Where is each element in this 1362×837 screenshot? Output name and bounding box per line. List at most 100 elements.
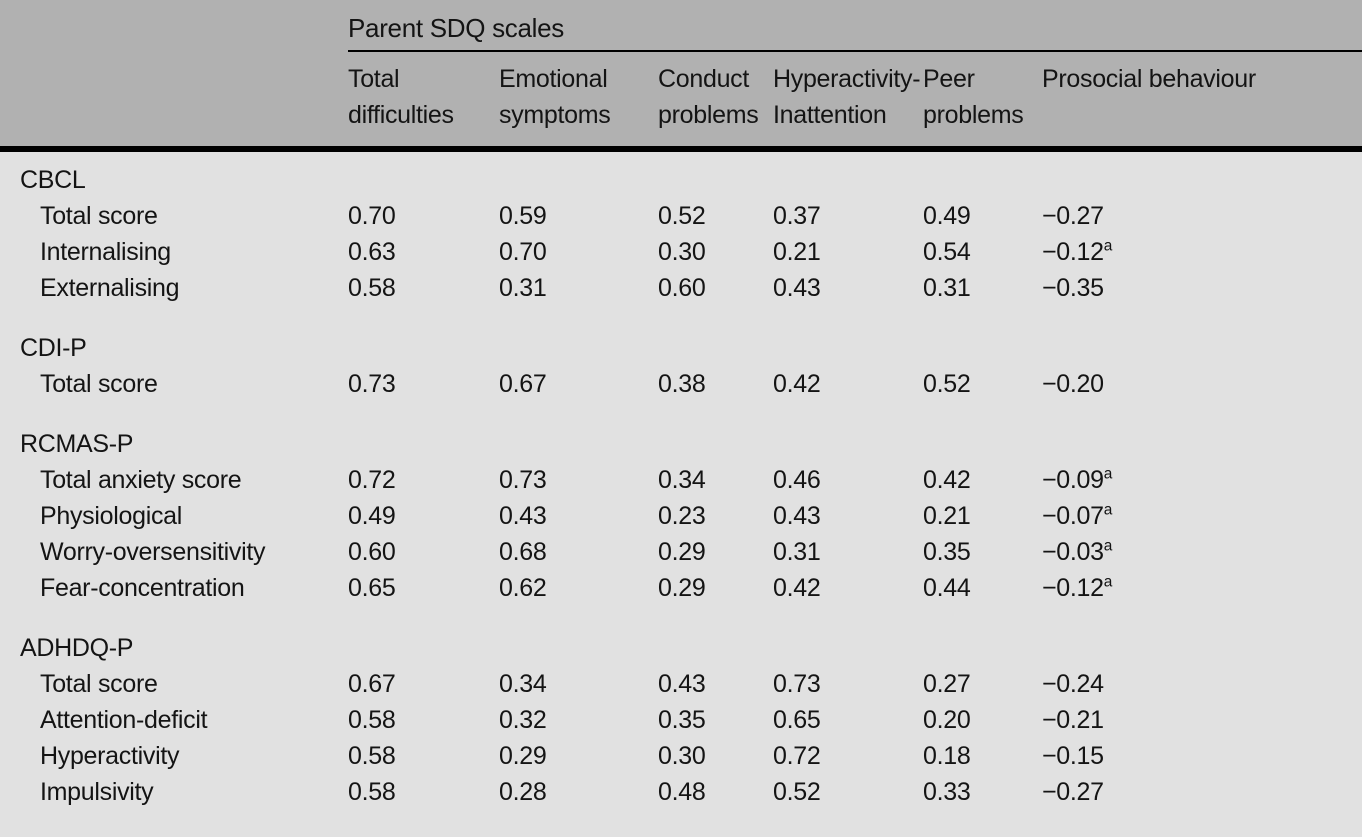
value-cell: 0.73 <box>348 366 499 402</box>
value-cell: 0.38 <box>658 366 773 402</box>
value-cell: 0.42 <box>773 366 923 402</box>
correlation-table: Parent SDQ scales Total difficulties Emot… <box>0 0 1362 810</box>
correlation-value: 0.73 <box>773 670 821 698</box>
value-cell: 0.44 <box>923 570 1042 606</box>
table-body: CBCL Total score 0.70 0.59 0.52 0.37 0.49 −0.27… <box>0 149 1362 810</box>
correlation-value: 0.44 <box>923 574 971 602</box>
value-cell: 0.35 <box>923 534 1042 570</box>
value-cell: −0.35 <box>1042 270 1362 306</box>
value-cell: −0.27 <box>1042 198 1362 234</box>
table-row: Internalising 0.63 0.70 0.30 0.21 0.54 −0.12a <box>0 234 1362 270</box>
correlation-value: 0.42 <box>773 574 821 602</box>
correlation-value: 0.20 <box>923 706 971 734</box>
table-row: Total anxiety score 0.72 0.73 0.34 0.46 0.42 −… <box>0 462 1362 498</box>
footnote-marker: a <box>1103 465 1113 483</box>
correlation-value: 0.33 <box>923 778 971 806</box>
correlation-value: 0.21 <box>923 502 971 530</box>
table-row: Total score 0.73 0.67 0.38 0.42 0.52 −0.20 <box>0 366 1362 402</box>
value-cell: 0.58 <box>348 702 499 738</box>
value-cell: 0.63 <box>348 234 499 270</box>
value-cell: 0.31 <box>499 270 658 306</box>
row-label: Physiological <box>40 502 183 530</box>
value-cell: 0.70 <box>348 198 499 234</box>
correlation-value: 0.68 <box>499 538 547 566</box>
value-cell: 0.67 <box>499 366 658 402</box>
value-cell: 0.35 <box>658 702 773 738</box>
value-cell: 0.54 <box>923 234 1042 270</box>
value-cell: 0.60 <box>348 534 499 570</box>
correlation-value: 0.30 <box>658 238 706 266</box>
value-cell: 0.27 <box>923 666 1042 702</box>
correlation-value: 0.43 <box>658 670 706 698</box>
correlation-value: 0.65 <box>348 574 396 602</box>
value-cell: 0.29 <box>658 534 773 570</box>
correlation-value: −0.09 <box>1042 466 1104 494</box>
column-header: Emotional symptoms <box>499 51 658 152</box>
correlation-value: 0.23 <box>658 502 706 530</box>
value-cell: 0.65 <box>348 570 499 606</box>
correlation-value: 0.18 <box>923 742 971 770</box>
table-row: Total score 0.70 0.59 0.52 0.37 0.49 −0.27 <box>0 198 1362 234</box>
section-row: ADHDQ-P <box>0 606 1362 666</box>
footnote-marker: a <box>1103 573 1113 591</box>
correlation-value: 0.49 <box>348 502 396 530</box>
value-cell: 0.46 <box>773 462 923 498</box>
correlation-value: 0.34 <box>499 670 547 698</box>
correlation-value: 0.59 <box>499 202 547 230</box>
value-cell: 0.28 <box>499 774 658 810</box>
row-label: Total score <box>40 370 158 398</box>
correlation-value: 0.35 <box>923 538 971 566</box>
correlation-value: −0.27 <box>1042 778 1104 806</box>
correlation-value: 0.42 <box>773 370 821 398</box>
value-cell: −0.07a <box>1042 498 1362 534</box>
correlation-value: 0.31 <box>773 538 821 566</box>
value-cell: 0.68 <box>499 534 658 570</box>
value-cell: 0.30 <box>658 234 773 270</box>
correlation-value: 0.72 <box>348 466 396 494</box>
value-cell: 0.73 <box>499 462 658 498</box>
section-row: RCMAS-P <box>0 402 1362 462</box>
value-cell: −0.21 <box>1042 702 1362 738</box>
row-label: Impulsivity <box>40 778 154 806</box>
correlation-value: 0.58 <box>348 274 396 302</box>
correlation-value: −0.03 <box>1042 538 1104 566</box>
correlation-value: 0.52 <box>773 778 821 806</box>
correlation-value: 0.30 <box>658 742 706 770</box>
row-label: Externalising <box>40 274 180 302</box>
correlation-value: 0.43 <box>499 502 547 530</box>
correlation-value: 0.31 <box>923 274 971 302</box>
correlation-value: 0.29 <box>658 538 706 566</box>
correlation-value: 0.37 <box>773 202 821 230</box>
correlation-value: 0.70 <box>348 202 396 230</box>
empty-corner-cell <box>0 51 348 152</box>
correlation-value: 0.35 <box>658 706 706 734</box>
correlation-value: 0.58 <box>348 706 396 734</box>
correlation-value: 0.58 <box>348 778 396 806</box>
correlation-value: −0.12 <box>1042 238 1104 266</box>
column-header: Conduct problems <box>658 51 773 152</box>
column-header: Hyperactivity-Inattention <box>773 51 923 152</box>
correlation-value: −0.27 <box>1042 202 1104 230</box>
correlation-value: 0.43 <box>773 274 821 302</box>
footnote-marker: a <box>1103 537 1113 555</box>
value-cell: 0.65 <box>773 702 923 738</box>
value-cell: 0.42 <box>923 462 1042 498</box>
table-row: Fear-concentration 0.65 0.62 0.29 0.42 0.44 −0… <box>0 570 1362 606</box>
table-row: Worry-oversensitivity 0.60 0.68 0.29 0.31 0.3… <box>0 534 1362 570</box>
value-cell: 0.73 <box>773 666 923 702</box>
footnote-marker: a <box>1103 501 1113 519</box>
table-row: Physiological 0.49 0.43 0.23 0.43 0.21 −0.07a <box>0 498 1362 534</box>
value-cell: 0.43 <box>773 498 923 534</box>
value-cell: −0.27 <box>1042 774 1362 810</box>
column-header: Total difficulties <box>348 51 499 152</box>
table-row: Total score 0.67 0.34 0.43 0.73 0.27 −0.24 <box>0 666 1362 702</box>
correlation-value: 0.29 <box>499 742 547 770</box>
value-cell: −0.03a <box>1042 534 1362 570</box>
value-cell: 0.30 <box>658 738 773 774</box>
correlation-value: −0.15 <box>1042 742 1104 770</box>
column-header: Prosocial behaviour <box>1042 51 1362 152</box>
section-row: CBCL <box>0 149 1362 198</box>
correlation-value: 0.73 <box>499 466 547 494</box>
correlation-value: 0.63 <box>348 238 396 266</box>
value-cell: −0.12a <box>1042 234 1362 270</box>
